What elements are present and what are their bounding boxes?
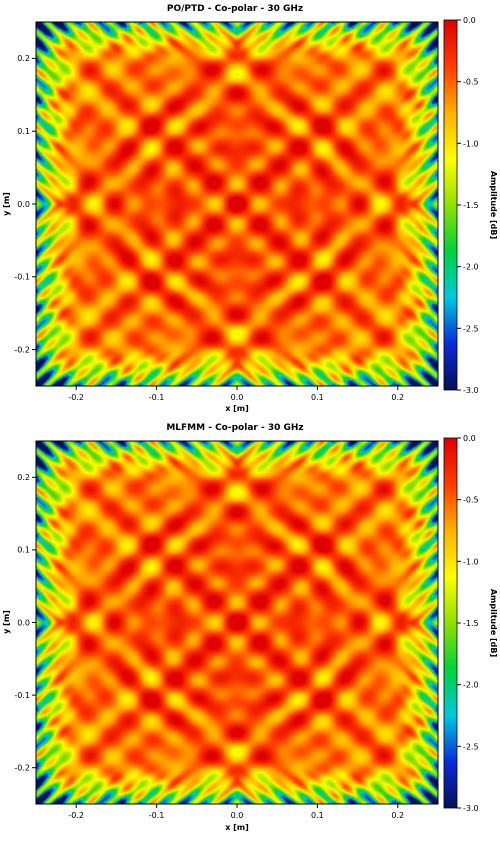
y-tick: 0.2 <box>17 473 36 482</box>
x-axis: -0.2 -0.1 0.0 0.1 0.2 x [m] <box>68 386 404 413</box>
colorbar-tick-label: -1.5 <box>463 619 479 628</box>
colorbar-tick: -2.0 <box>457 263 479 272</box>
colorbar-tick-label: -3.0 <box>463 386 479 395</box>
x-tick-label: -0.2 <box>68 811 84 820</box>
x-tick: -0.1 <box>149 804 165 820</box>
x-tick: 0.0 <box>231 804 244 820</box>
x-tick-label: 0.2 <box>391 393 404 402</box>
x-axis: -0.2 -0.1 0.0 0.1 0.2 x [m] <box>68 804 404 832</box>
y-tick: 0.2 <box>17 54 36 63</box>
heatmap-image <box>36 441 438 804</box>
x-axis-label: x [m] <box>225 823 249 832</box>
y-tick-label: -0.1 <box>14 691 30 700</box>
y-tick-label: 0.1 <box>17 127 30 136</box>
chart-panel-mlfmm: MLFMM - Co-polar - 30 GHz -0.2 -0.1 0.0 … <box>2 423 498 832</box>
y-axis-label: y [m] <box>2 610 11 634</box>
y-tick: -0.1 <box>14 691 36 700</box>
y-axis: 0.2 0.1 0.0 -0.1 -0.2 y [m] <box>2 54 36 354</box>
y-tick: 0.1 <box>17 127 36 136</box>
colorbar-tick: -1.5 <box>457 201 479 210</box>
x-tick: -0.2 <box>68 804 84 820</box>
y-tick: -0.2 <box>14 764 36 773</box>
y-tick-label: 0.0 <box>17 200 30 209</box>
colorbar-tick-label: -2.0 <box>463 681 479 690</box>
colorbar-tick: -2.5 <box>457 324 479 333</box>
colorbar-tick: -3.0 <box>457 804 479 813</box>
x-tick-label: 0.2 <box>391 811 404 820</box>
colorbar-label: Amplitude [dB] <box>489 171 498 239</box>
chart-title: MLFMM - Co-polar - 30 GHz <box>166 423 303 433</box>
colorbar-tick: -1.5 <box>457 619 479 628</box>
y-tick-label: -0.2 <box>14 764 30 773</box>
colorbar-tick-label: -0.5 <box>463 496 479 505</box>
x-tick: 0.1 <box>311 386 324 402</box>
colorbar-tick: -0.5 <box>457 496 479 505</box>
heatmap-image <box>36 22 438 386</box>
y-axis: 0.2 0.1 0.0 -0.1 -0.2 y [m] <box>2 473 36 773</box>
chart-title: PO/PTD - Co-polar - 30 GHz <box>167 4 303 14</box>
colorbar-tick-label: 0.0 <box>463 434 476 443</box>
colorbar-tick-label: -1.5 <box>463 201 479 210</box>
y-tick-label: 0.1 <box>17 546 30 555</box>
colorbar-tick-label: -1.0 <box>463 139 479 148</box>
colorbar-tick-label: -1.0 <box>463 557 479 566</box>
x-tick-label: -0.1 <box>149 393 165 402</box>
x-tick-label: 0.0 <box>231 393 244 402</box>
colorbar-tick-label: -2.5 <box>463 324 479 333</box>
colorbar-tick: -0.5 <box>457 78 479 87</box>
y-tick-label: 0.2 <box>17 473 30 482</box>
y-tick-label: 0.0 <box>17 618 30 627</box>
colorbar-tick-label: -3.0 <box>463 804 479 813</box>
y-tick-label: -0.2 <box>14 345 30 354</box>
colorbar-tick: -1.0 <box>457 139 479 148</box>
colorbar-tick: -2.0 <box>457 681 479 690</box>
x-tick: 0.2 <box>391 386 404 402</box>
y-tick-label: -0.1 <box>14 273 30 282</box>
y-tick: 0.1 <box>17 546 36 555</box>
colorbar-tick: -2.5 <box>457 742 479 751</box>
y-tick: 0.0 <box>17 618 36 627</box>
colorbar-tick-label: -2.0 <box>463 263 479 272</box>
chart-panel-po-ptd: PO/PTD - Co-polar - 30 GHz -0.2 -0.1 0.0… <box>2 4 498 413</box>
x-tick-label: 0.1 <box>311 393 324 402</box>
x-tick-label: 0.1 <box>311 811 324 820</box>
y-tick-label: 0.2 <box>17 54 30 63</box>
y-tick: -0.2 <box>14 345 36 354</box>
colorbar-tick-label: -2.5 <box>463 742 479 751</box>
x-tick: -0.1 <box>149 386 165 402</box>
colorbar: 0.0 -0.5 -1.0 -1.5 -2.0 -2.5 -3.0 Amplit… <box>443 16 498 395</box>
colorbar-tick: 0.0 <box>457 16 476 25</box>
colorbar-bar <box>443 437 458 809</box>
colorbar-tick-label: -0.5 <box>463 78 479 87</box>
colorbar-tick: 0.0 <box>457 434 476 443</box>
x-tick-label: -0.2 <box>68 393 84 402</box>
colorbar-label: Amplitude [dB] <box>489 589 498 657</box>
colorbar: 0.0 -0.5 -1.0 -1.5 -2.0 -2.5 -3.0 Amplit… <box>443 434 498 813</box>
x-tick: 0.1 <box>311 804 324 820</box>
y-tick: -0.1 <box>14 273 36 282</box>
y-axis-label: y [m] <box>2 192 11 216</box>
colorbar-tick-label: 0.0 <box>463 16 476 25</box>
x-tick: 0.2 <box>391 804 404 820</box>
y-tick: 0.0 <box>17 200 36 209</box>
colorbar-bar <box>443 19 458 391</box>
colorbar-tick: -3.0 <box>457 386 479 395</box>
x-tick: 0.0 <box>231 386 244 402</box>
x-tick-label: -0.1 <box>149 811 165 820</box>
x-tick: -0.2 <box>68 386 84 402</box>
x-tick-label: 0.0 <box>231 811 244 820</box>
colorbar-tick: -1.0 <box>457 557 479 566</box>
x-axis-label: x [m] <box>225 404 249 413</box>
